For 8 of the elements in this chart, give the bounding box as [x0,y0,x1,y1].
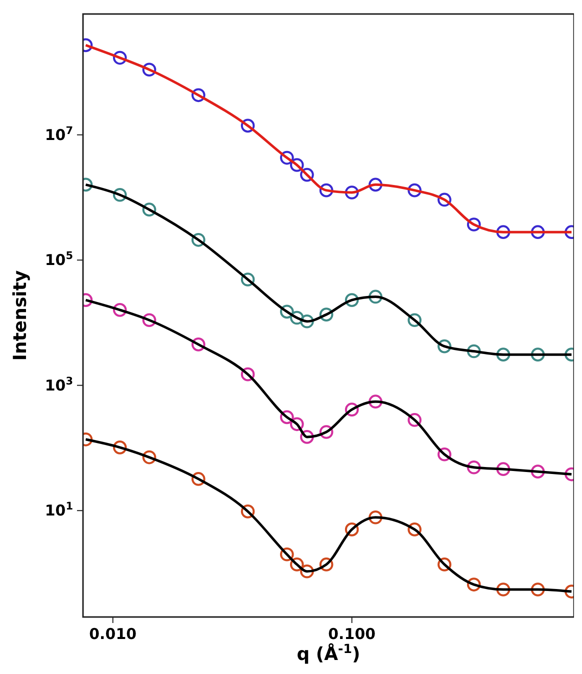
x-tick-label: 0.100 [328,625,376,643]
y-tick-label: 10$^{5}$ [44,250,73,270]
y-tick-label: 10$^{3}$ [44,375,73,394]
y-tick-label: 10$^{1}$ [44,500,73,520]
y-tick-label: 10$^{7}$ [44,124,73,144]
x-axis-title: q (Å$^{-1}$) [296,640,360,665]
y-axis-title: Intensity [10,270,31,361]
x-tick-label: 0.010 [89,625,137,643]
